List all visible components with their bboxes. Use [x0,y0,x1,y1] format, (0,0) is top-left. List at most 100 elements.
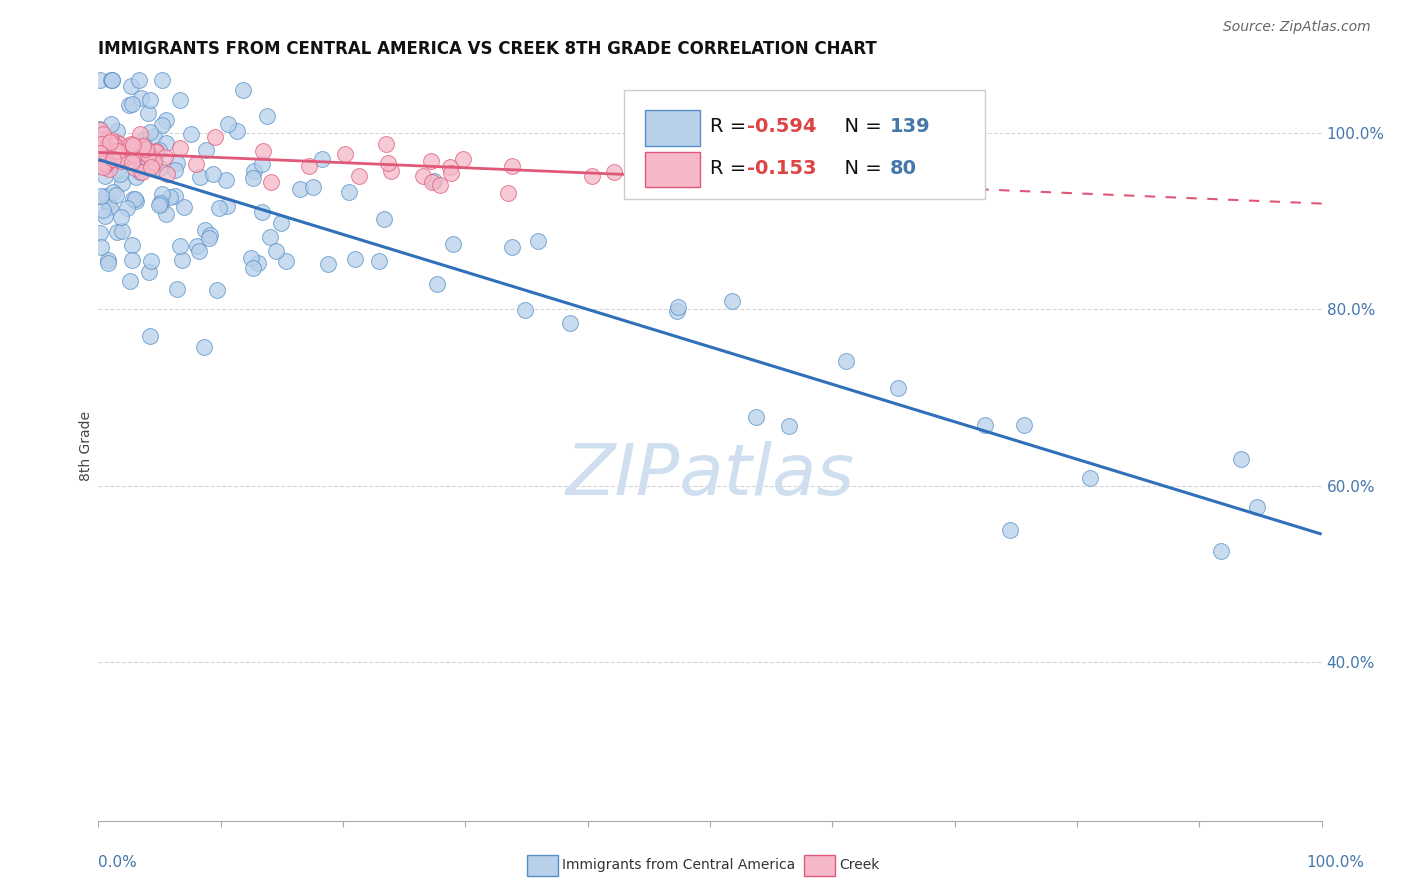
Point [422,174,444,188]
Point [143,151,166,165]
Point [131,139,153,153]
Point [163,189,186,203]
Text: N =: N = [832,117,889,136]
Text: Immigrants from Central America: Immigrants from Central America [562,858,796,872]
Point [204,129,226,144]
Point [128,127,150,141]
Point [107,162,129,177]
Point [94,169,117,184]
Point [89,123,111,137]
Point [97,253,120,268]
Point [90,137,112,152]
Point [1078,471,1101,485]
Point [138,125,160,139]
Point [105,124,128,138]
Point [998,523,1021,537]
Point [117,150,139,164]
Point [100,73,122,87]
Point [117,138,139,153]
Point [94,209,117,223]
Point [316,257,339,271]
Point [101,186,124,200]
Point [139,161,162,175]
Point [101,152,124,166]
Point [347,169,370,184]
Point [129,165,152,179]
Point [122,138,145,153]
Point [101,73,124,87]
Point [208,201,231,215]
Point [94,157,117,171]
Point [104,136,127,150]
Point [302,179,325,194]
Point [104,149,127,163]
Point [100,117,122,131]
Point [290,182,312,196]
Point [105,148,128,162]
Point [97,255,120,269]
Point [274,254,297,268]
Point [270,216,292,230]
Point [150,73,173,87]
Point [91,144,114,158]
Point [105,225,128,239]
Point [149,161,172,176]
FancyBboxPatch shape [645,111,700,146]
Point [148,197,170,211]
Point [974,418,997,433]
Point [194,222,217,236]
Point [125,169,148,184]
Point [134,132,156,146]
Text: 100.0%: 100.0% [1306,855,1364,870]
Point [420,153,443,168]
Point [232,83,254,97]
Point [240,251,263,265]
Point [252,145,274,159]
Point [96,159,118,173]
Point [246,256,269,270]
Point [115,201,138,215]
FancyBboxPatch shape [624,90,986,199]
Point [1012,418,1035,433]
Point [501,159,523,173]
Point [90,189,112,203]
Point [501,240,523,254]
Point [165,163,187,178]
Point [120,78,142,93]
Point [441,237,464,252]
Point [205,283,228,297]
Point [496,186,519,201]
Point [96,154,118,169]
Point [89,133,111,147]
Point [129,160,152,174]
Point [169,94,191,108]
Point [155,136,177,150]
Point [89,73,111,87]
Point [250,204,273,219]
Point [94,150,117,164]
Point [107,144,129,158]
Point [131,165,153,179]
Point [335,147,357,161]
Text: IMMIGRANTS FROM CENTRAL AMERICA VS CREEK 8TH GRADE CORRELATION CHART: IMMIGRANTS FROM CENTRAL AMERICA VS CREEK… [98,40,877,58]
Point [129,90,152,104]
Text: 139: 139 [890,117,931,136]
Point [90,240,112,254]
Y-axis label: 8th Grade: 8th Grade [79,411,93,481]
Point [89,145,111,160]
Point [337,185,360,199]
Point [145,145,167,159]
Point [128,73,150,87]
Point [217,199,239,213]
Point [188,170,211,185]
Point [139,148,162,162]
Point [110,211,132,225]
Point [118,98,141,112]
Text: N =: N = [832,160,889,178]
Point [111,176,134,190]
Point [665,303,688,318]
Point [125,139,148,153]
Point [97,162,120,177]
Point [373,212,395,227]
Point [166,156,188,170]
